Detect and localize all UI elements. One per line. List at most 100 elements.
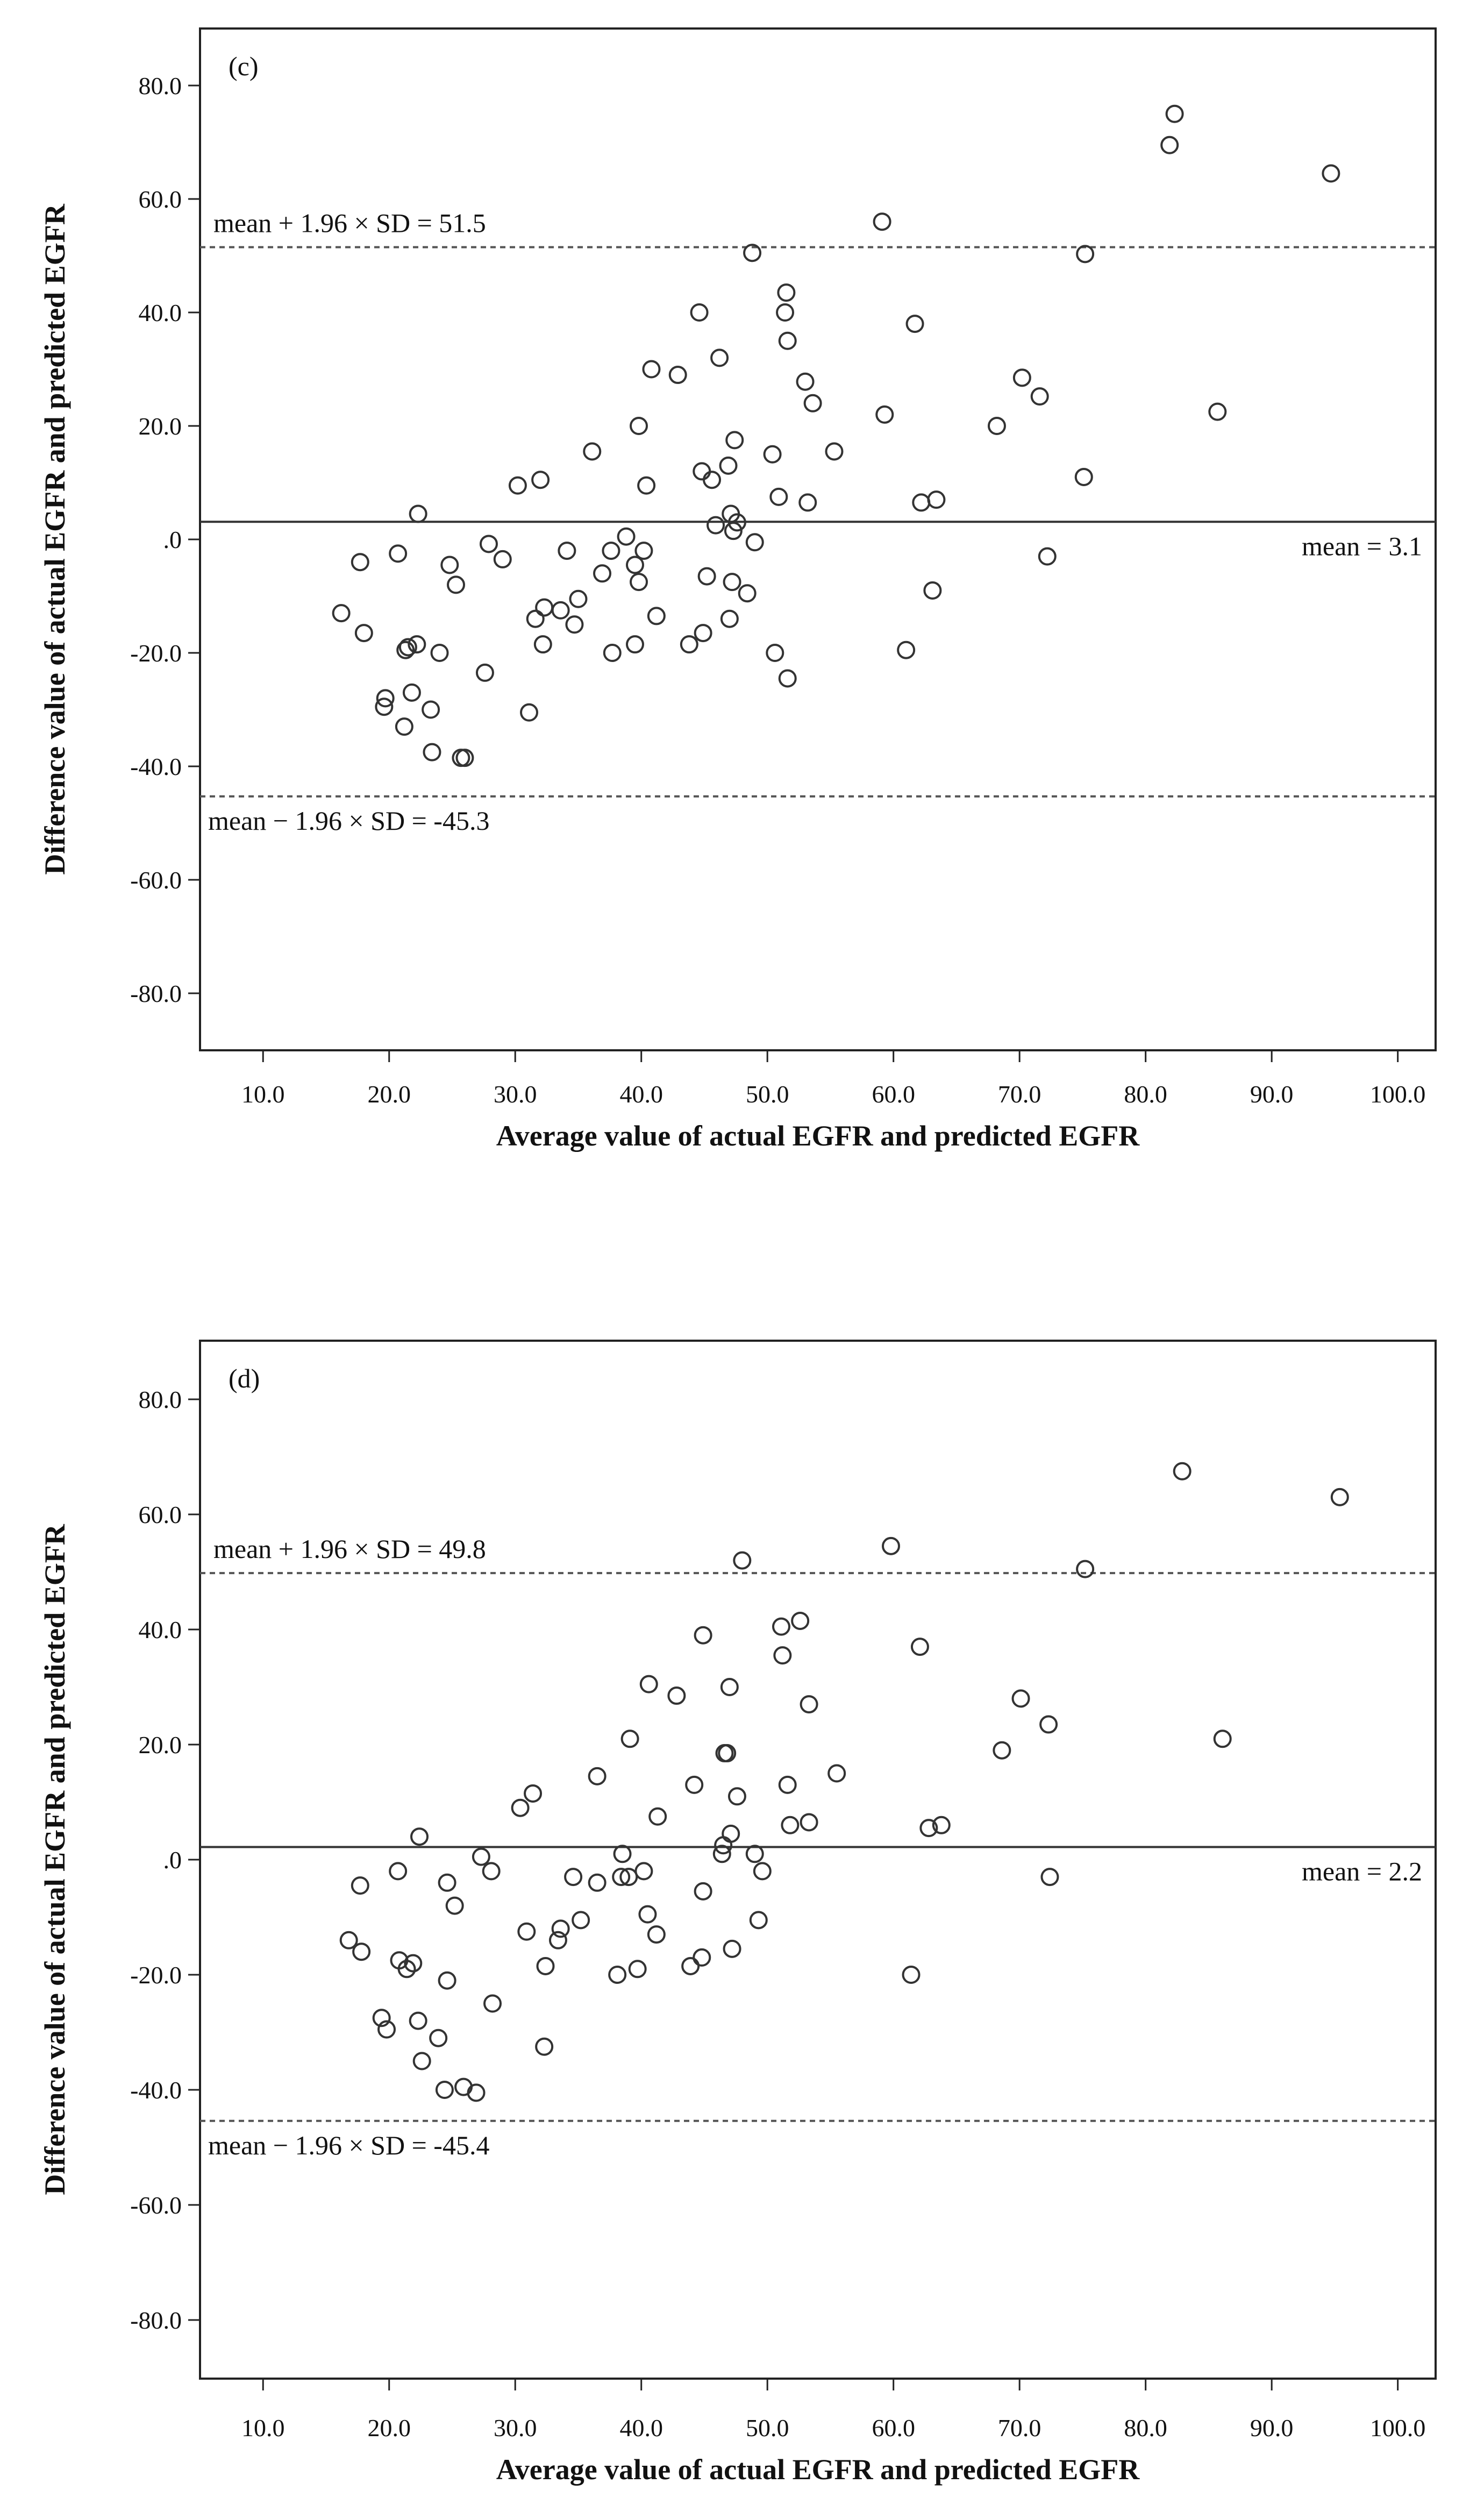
data-point [778, 1775, 797, 1794]
data-point [827, 1764, 846, 1783]
data-point [800, 1695, 818, 1714]
data-point [1011, 1689, 1030, 1708]
mean-label: mean = 2.2 [1302, 1856, 1422, 1886]
data-point [625, 635, 644, 654]
data-point [602, 542, 620, 560]
lower-limit-label: mean − 1.96 × SD = -45.4 [208, 2130, 489, 2160]
x-tick-label: 80.0 [1124, 2414, 1167, 2442]
y-tick-label: -60.0 [130, 2191, 182, 2219]
data-point [483, 1994, 502, 2013]
x-tick-label: 90.0 [1250, 1080, 1294, 1108]
data-point [897, 641, 916, 659]
chart-panel-d: (d) Average value of actual EGFR and pre… [39, 1340, 1437, 2486]
data-point [781, 1816, 800, 1834]
data-point [712, 1845, 731, 1863]
data-point [769, 487, 788, 506]
data-point [409, 2011, 427, 2030]
y-tick-label: -20.0 [130, 639, 182, 667]
x-tick-label: 30.0 [494, 2414, 537, 2442]
data-point [1076, 245, 1095, 264]
data-point [565, 615, 584, 634]
data-point [715, 1744, 734, 1763]
data-point [372, 2009, 391, 2027]
data-point [608, 1966, 627, 1984]
data-point [1039, 1715, 1058, 1734]
data-point [987, 417, 1006, 435]
data-point [798, 493, 817, 512]
y-axis-title: Difference value of actual EGFR and pred… [39, 203, 71, 874]
data-point [603, 644, 622, 662]
y-tick-label: 40.0 [139, 1616, 182, 1643]
data-point [588, 1873, 607, 1892]
x-tick-label: 20.0 [367, 2414, 411, 2442]
data-point [882, 1536, 901, 1555]
data-point [873, 212, 891, 231]
data-point [620, 1730, 639, 1748]
data-point [642, 360, 661, 379]
y-tick-label: 60.0 [139, 186, 182, 213]
data-point [511, 1798, 530, 1817]
data-point [588, 1767, 607, 1785]
data-point [993, 1741, 1011, 1760]
data-point [376, 689, 395, 708]
data-point [354, 624, 373, 643]
data-point [796, 372, 815, 391]
data-point [919, 1819, 938, 1838]
data-point [438, 1873, 456, 1892]
data-point [693, 1948, 711, 1967]
data-point [524, 1784, 543, 1803]
data-point [375, 698, 394, 716]
data-point [430, 644, 449, 662]
data-point [1322, 164, 1340, 183]
data-point [667, 1686, 686, 1705]
data-point [625, 556, 644, 574]
data-point [404, 1954, 423, 1973]
data-point [923, 581, 942, 600]
data-point [482, 1862, 501, 1881]
data-point [398, 638, 417, 657]
data-point [1208, 402, 1227, 421]
data-point [583, 442, 602, 461]
y-tick-label: 80.0 [139, 72, 182, 99]
x-tick-label: 70.0 [998, 2414, 1041, 2442]
y-tick-label: .0 [163, 526, 182, 553]
data-point [703, 471, 722, 489]
panel-label: (d) [229, 1363, 260, 1393]
x-tick-label: 50.0 [746, 2414, 789, 2442]
data-point [777, 283, 796, 302]
x-tick-label: 50.0 [746, 1080, 789, 1108]
y-tick-label: 20.0 [139, 1731, 182, 1759]
data-point [535, 598, 554, 617]
data-point [467, 2083, 486, 2102]
data-point [825, 442, 844, 461]
data-point [685, 1775, 704, 1794]
y-tick-label: .0 [163, 1846, 182, 1874]
data-point [533, 635, 552, 654]
x-tick-label: 20.0 [367, 1080, 411, 1108]
data-point [668, 366, 687, 385]
data-point [697, 567, 716, 586]
data-point [564, 1868, 583, 1887]
data-point [593, 564, 612, 583]
data-point [720, 609, 739, 628]
data-point [438, 1971, 456, 1990]
data-point [727, 1787, 746, 1806]
data-point [647, 1925, 666, 1944]
y-tick-label: -80.0 [130, 980, 182, 1007]
data-point [455, 749, 474, 767]
data-point [720, 1678, 739, 1696]
data-point [773, 1646, 792, 1665]
data-point [724, 522, 743, 540]
x-tick-label: 90.0 [1250, 2414, 1294, 2442]
data-point [447, 575, 466, 594]
data-point [1160, 136, 1179, 154]
data-point [1076, 1560, 1095, 1578]
data-point [772, 1617, 790, 1636]
chart-panel-c: (c) Average value of actual EGFR and pre… [39, 27, 1437, 1152]
data-point [517, 1922, 536, 1941]
data-point [332, 604, 351, 623]
data-point [778, 331, 797, 350]
data-point [536, 1956, 555, 1975]
data-point [389, 544, 408, 563]
data-point [638, 1905, 657, 1924]
